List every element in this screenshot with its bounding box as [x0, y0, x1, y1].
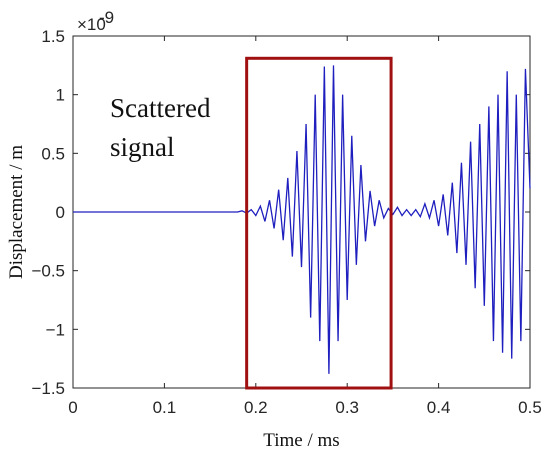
- y-scale-factor: ×10: [77, 15, 106, 34]
- y-tick-label: 1.5: [41, 27, 65, 46]
- scattered-signal-box: [245, 56, 393, 390]
- y-tick-label: 0.5: [41, 144, 65, 163]
- y-tick-label: 1: [56, 86, 65, 105]
- y-tick-label: 0: [56, 203, 65, 222]
- y-scale-exponent: -9: [99, 8, 114, 27]
- x-tick-label: 0.4: [427, 398, 451, 417]
- annotation-line-2: signal: [110, 132, 175, 162]
- x-tick-label: 0: [68, 398, 77, 417]
- x-axis-label: Time / ms: [263, 430, 339, 451]
- x-tick-label: 0.5: [518, 398, 542, 417]
- x-tick-label: 0.3: [335, 398, 359, 417]
- y-tick-label: −0.5: [31, 262, 65, 281]
- x-axis-ticks: 0 0.1 0.2 0.3 0.4 0.5: [68, 36, 542, 417]
- series-line: [73, 65, 531, 374]
- x-tick-label: 0.2: [244, 398, 268, 417]
- x-tick-label: 0.1: [153, 398, 177, 417]
- y-axis-ticks: −1.5 −1 −0.5 0 0.5 1 1.5: [31, 27, 530, 398]
- annotation-line-1: Scattered: [110, 93, 211, 123]
- y-tick-label: −1.5: [31, 379, 65, 398]
- y-axis-label: Displacement / m: [6, 145, 27, 279]
- y-tick-label: −1: [46, 320, 65, 339]
